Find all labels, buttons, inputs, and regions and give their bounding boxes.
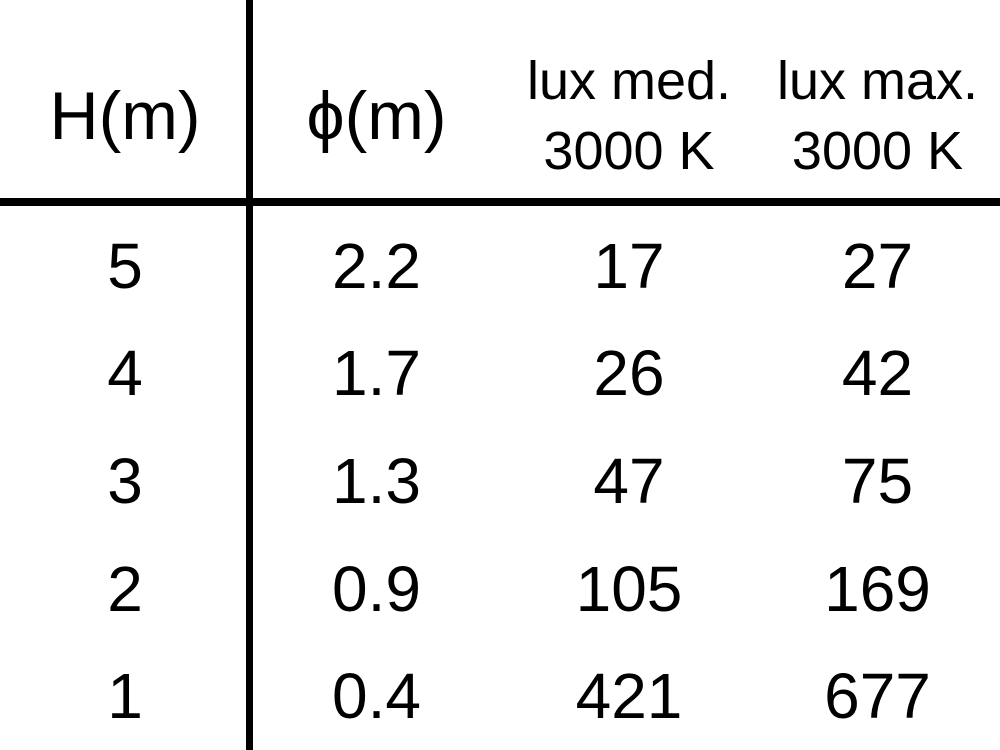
table-cell-phi: 1.7 <box>332 337 421 410</box>
table-cell-lux-med: 26 <box>593 337 665 410</box>
table-cell-lux-max: 42 <box>841 337 914 410</box>
table-cell-lux-med: 105 <box>575 552 683 625</box>
header-divider-line <box>0 198 1000 206</box>
table-cell-lux-med: 47 <box>593 444 665 517</box>
column-header-lux-max: lux max. 3000 K <box>755 46 1000 186</box>
table-cell-phi: 0.9 <box>332 552 421 625</box>
table-cell-lux-med: 421 <box>575 660 683 733</box>
table-body: 5 2.2 17 27 4 1.7 26 42 3 1.3 47 75 2 0.… <box>0 206 1000 750</box>
column-header-lux-max-sublabel: 3000 K <box>791 121 964 181</box>
table-cell-h: 5 <box>107 229 143 302</box>
table-cell-lux-med: 17 <box>593 229 665 302</box>
column-header-lux-med: lux med. 3000 K <box>503 46 755 186</box>
column-header-height: H(m) <box>49 78 201 154</box>
table-cell-phi: 2.2 <box>332 229 421 302</box>
table-cell-lux-max: 75 <box>841 444 914 517</box>
table-header-row: H(m) ϕ(m) lux med. 3000 K lux max. 3000 … <box>0 0 1000 198</box>
table-cell-h: 4 <box>107 337 143 410</box>
vertical-column-divider <box>246 0 253 750</box>
table-cell-h: 1 <box>107 660 143 733</box>
column-header-lux-med-label: lux med. <box>526 51 732 111</box>
table-cell-h: 2 <box>107 552 143 625</box>
table-cell-h: 3 <box>107 444 143 517</box>
table-cell-lux-max: 677 <box>824 660 931 733</box>
table-cell-phi: 1.3 <box>332 444 421 517</box>
column-header-diameter: ϕ(m) <box>306 78 447 154</box>
table-cell-phi: 0.4 <box>332 660 421 733</box>
column-header-lux-med-sublabel: 3000 K <box>543 121 715 181</box>
table-cell-lux-max: 169 <box>824 552 931 625</box>
table-cell-lux-max: 27 <box>841 229 914 302</box>
column-header-lux-max-label: lux max. <box>776 51 979 111</box>
